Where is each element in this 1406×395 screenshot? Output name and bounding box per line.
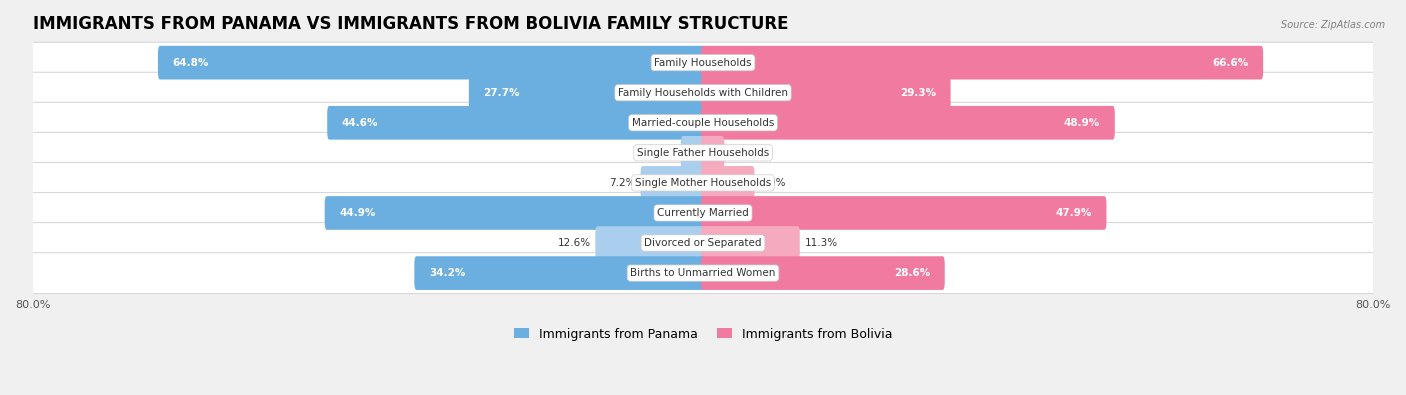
Legend: Immigrants from Panama, Immigrants from Bolivia: Immigrants from Panama, Immigrants from … (509, 323, 897, 346)
FancyBboxPatch shape (325, 196, 704, 230)
FancyBboxPatch shape (702, 196, 1107, 230)
Text: 29.3%: 29.3% (900, 88, 936, 98)
Text: 44.9%: 44.9% (339, 208, 375, 218)
FancyBboxPatch shape (595, 226, 704, 260)
FancyBboxPatch shape (27, 102, 1379, 143)
Text: 34.2%: 34.2% (429, 268, 465, 278)
FancyBboxPatch shape (27, 72, 1379, 113)
Text: 2.4%: 2.4% (650, 148, 676, 158)
FancyBboxPatch shape (702, 106, 1115, 139)
Text: 47.9%: 47.9% (1056, 208, 1092, 218)
Text: 44.6%: 44.6% (342, 118, 378, 128)
Text: Single Mother Households: Single Mother Households (636, 178, 770, 188)
FancyBboxPatch shape (415, 256, 704, 290)
Text: 5.9%: 5.9% (759, 178, 786, 188)
FancyBboxPatch shape (702, 136, 724, 170)
Text: 2.3%: 2.3% (728, 148, 755, 158)
Text: 28.6%: 28.6% (894, 268, 929, 278)
FancyBboxPatch shape (702, 46, 1263, 79)
FancyBboxPatch shape (27, 162, 1379, 203)
FancyBboxPatch shape (27, 132, 1379, 173)
Text: Currently Married: Currently Married (657, 208, 749, 218)
Text: Source: ZipAtlas.com: Source: ZipAtlas.com (1281, 20, 1385, 30)
Text: Family Households: Family Households (654, 58, 752, 68)
Text: 11.3%: 11.3% (804, 238, 838, 248)
Text: 7.2%: 7.2% (609, 178, 636, 188)
FancyBboxPatch shape (157, 46, 704, 79)
Text: IMMIGRANTS FROM PANAMA VS IMMIGRANTS FROM BOLIVIA FAMILY STRUCTURE: IMMIGRANTS FROM PANAMA VS IMMIGRANTS FRO… (32, 15, 789, 33)
FancyBboxPatch shape (27, 192, 1379, 233)
FancyBboxPatch shape (702, 256, 945, 290)
Text: Single Father Households: Single Father Households (637, 148, 769, 158)
Text: 27.7%: 27.7% (484, 88, 520, 98)
FancyBboxPatch shape (681, 136, 704, 170)
Text: Married-couple Households: Married-couple Households (631, 118, 775, 128)
Text: Family Households with Children: Family Households with Children (619, 88, 787, 98)
FancyBboxPatch shape (27, 42, 1379, 83)
Text: 12.6%: 12.6% (558, 238, 591, 248)
Text: 66.6%: 66.6% (1212, 58, 1249, 68)
Text: Births to Unmarried Women: Births to Unmarried Women (630, 268, 776, 278)
FancyBboxPatch shape (702, 76, 950, 109)
FancyBboxPatch shape (702, 226, 800, 260)
FancyBboxPatch shape (702, 166, 755, 200)
FancyBboxPatch shape (468, 76, 704, 109)
FancyBboxPatch shape (27, 253, 1379, 293)
Text: 48.9%: 48.9% (1064, 118, 1099, 128)
FancyBboxPatch shape (641, 166, 704, 200)
FancyBboxPatch shape (27, 223, 1379, 263)
Text: Divorced or Separated: Divorced or Separated (644, 238, 762, 248)
Text: 64.8%: 64.8% (173, 58, 209, 68)
FancyBboxPatch shape (328, 106, 704, 139)
